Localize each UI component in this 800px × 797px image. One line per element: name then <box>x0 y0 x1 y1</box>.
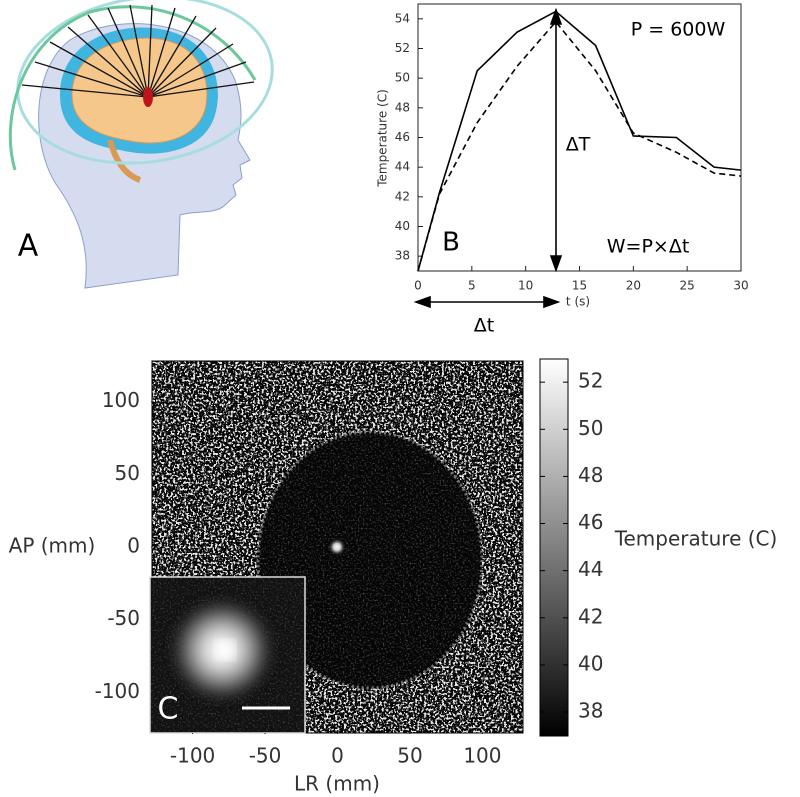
series-line <box>417 10 742 272</box>
colorbar-tick-label: 46 <box>578 510 603 534</box>
y-tick-label: 0 <box>127 534 140 558</box>
colorbar <box>539 358 569 737</box>
x-tick-label: -50 <box>249 744 282 768</box>
annotation: Δt <box>474 315 494 337</box>
inset <box>149 576 306 734</box>
x-tick-label: 15 <box>572 279 587 293</box>
panel-label: C <box>158 692 179 727</box>
colorbar-tick-label: 44 <box>578 557 603 581</box>
x-tick-label: 20 <box>626 279 641 293</box>
x-tick-label: 10 <box>518 279 533 293</box>
y-tick-label: 46 <box>395 130 410 144</box>
y-tick-label: 100 <box>102 388 140 412</box>
x-tick-label: 0 <box>414 279 422 293</box>
thermal-image <box>152 361 523 733</box>
y-tick-label: -100 <box>95 679 140 703</box>
colorbar-label: Temperature (C) <box>614 527 778 551</box>
panel-label: B <box>442 228 460 258</box>
colorbar-tick-label: 38 <box>578 699 603 723</box>
y-tick-label: 38 <box>395 249 410 263</box>
annotation: ΔT <box>566 134 591 156</box>
annotation: W=P×Δt <box>607 236 690 258</box>
arrows <box>413 7 563 309</box>
y-tick-label: 44 <box>395 160 410 174</box>
colorbar-tick-label: 42 <box>578 604 603 628</box>
x-tick-label: 50 <box>397 744 422 768</box>
x-axis-label: LR (mm) <box>294 772 380 796</box>
x-axis-label: t (s) <box>566 295 590 309</box>
colorbar-tick-label: 52 <box>578 369 603 393</box>
x-tick-label: 5 <box>468 279 476 293</box>
y-tick-label: 52 <box>395 41 410 55</box>
x-tick-label: 25 <box>680 279 695 293</box>
y-tick-label: 54 <box>395 11 410 25</box>
x-tick-label: -100 <box>170 744 215 768</box>
y-tick-label: 50 <box>395 71 410 85</box>
y-tick-label: 50 <box>115 461 140 485</box>
annotation: P = 600W <box>631 19 726 41</box>
series-line <box>417 20 742 272</box>
head-illustration <box>8 0 274 289</box>
x-tick-label: 0 <box>331 744 344 768</box>
x-tick-label: 30 <box>733 279 748 293</box>
panel-label: A <box>18 229 39 264</box>
y-tick-label: 40 <box>395 219 410 233</box>
colorbar-tick-label: 48 <box>578 463 603 487</box>
colorbar-tick-label: 40 <box>578 651 603 675</box>
y-axis-label: AP (mm) <box>9 534 96 558</box>
y-tick-label: -50 <box>107 606 140 630</box>
colorbar-tick-label: 50 <box>578 416 603 440</box>
y-tick-label: 48 <box>395 100 410 114</box>
y-tick-label: 42 <box>395 189 410 203</box>
y-axis-label: Temperature (C) <box>376 89 390 188</box>
x-tick-label: 100 <box>463 744 501 768</box>
